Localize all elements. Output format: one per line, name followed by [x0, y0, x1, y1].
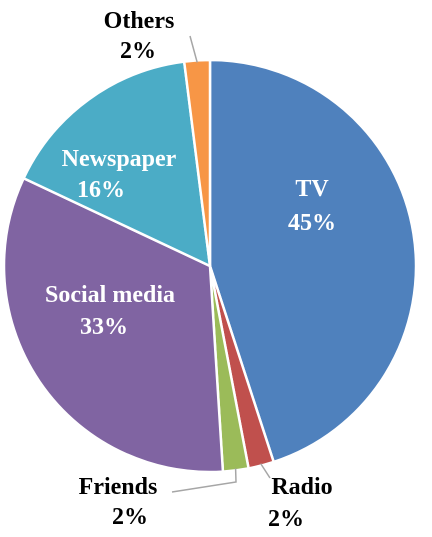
slice-value-radio: 2%: [268, 506, 304, 532]
slice-value-social-media: 33%: [80, 314, 128, 340]
leader-line-radio: [260, 463, 271, 479]
slice-label-social-media: Social media: [45, 282, 175, 308]
slice-label-newspaper: Newspaper: [62, 146, 177, 172]
slice-value-newspaper: 16%: [77, 177, 125, 203]
leader-line-friends: [171, 468, 237, 493]
pie-slices: [2, 58, 418, 474]
pie-slice-newspaper: [22, 60, 212, 268]
slice-label-tv: TV: [295, 176, 329, 202]
slice-value-friends: 2%: [112, 504, 148, 530]
slice-value-others: 2%: [120, 38, 156, 64]
leader-line-others: [189, 35, 198, 63]
slice-label-friends: Friends: [79, 474, 158, 500]
pie-slice-social-media: [2, 177, 225, 474]
slice-label-radio: Radio: [271, 474, 332, 500]
pie-slice-tv: [208, 58, 418, 464]
leader-lines: [171, 35, 271, 493]
slice-value-tv: 45%: [288, 210, 336, 236]
slice-label-others: Others: [104, 8, 175, 34]
